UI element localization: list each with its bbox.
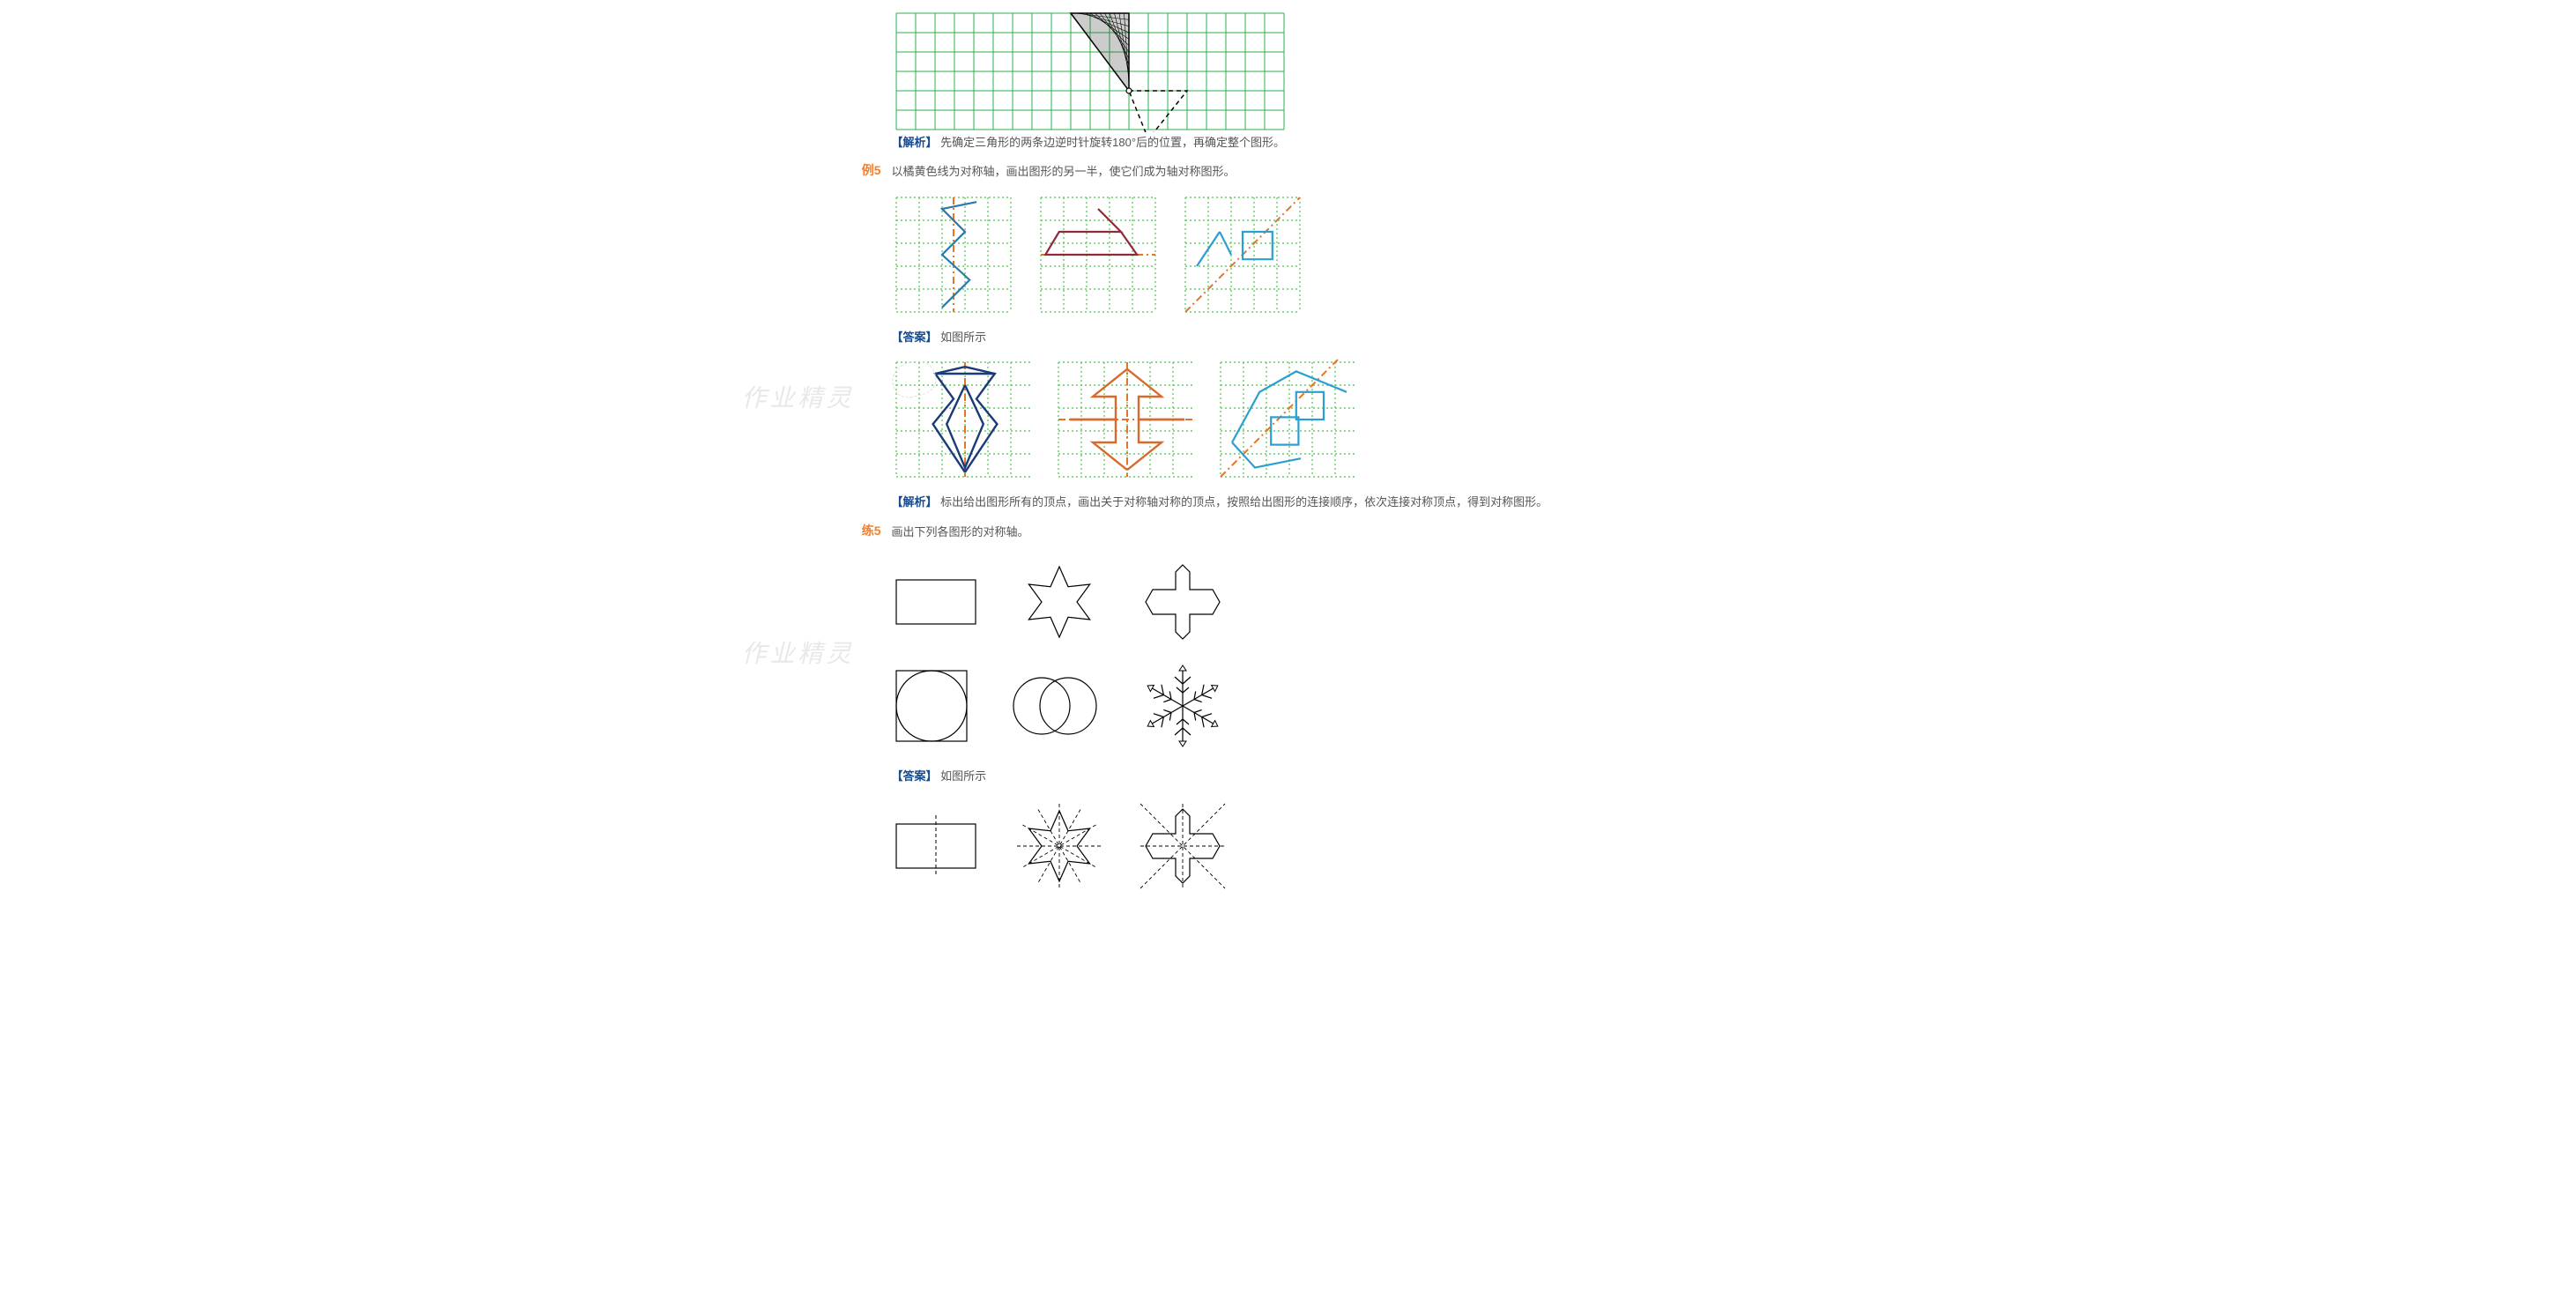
analysis-text: 先确定三角形的两条边逆时针旋转180°后的位置，再确定整个图形。 xyxy=(940,136,1285,149)
example5-answer-figures xyxy=(892,358,1729,481)
ex5-ans3 xyxy=(1216,358,1357,481)
section0: 【解析】 先确定三角形的两条边逆时针旋转180°后的位置，再确定整个图形。 xyxy=(848,9,1729,152)
answer-tag: 【答案】 xyxy=(892,330,938,344)
watermark-text: 作业精灵 xyxy=(742,635,855,670)
ex5-fig3 xyxy=(1181,193,1304,316)
page-root: 作业精灵 作业精灵 【解析】 先确定三角形的两条边逆时针旋转180°后的位置，再… xyxy=(848,9,1729,950)
practice5-answer-row1 xyxy=(892,802,1729,890)
watermark-text: 作业精灵 xyxy=(742,379,855,414)
practice5-label: 练5 xyxy=(862,524,881,538)
ex5-fig1 xyxy=(892,193,1015,316)
shape-hexagram xyxy=(1015,558,1103,646)
example5-label: 例5 xyxy=(862,163,881,177)
practice5-shapes-row2 xyxy=(892,662,1729,750)
analysis-tag: 【解析】 xyxy=(892,136,938,149)
ex5-fig2 xyxy=(1036,193,1160,316)
shape-cross-diamond xyxy=(1139,558,1227,646)
analysis-text: 标出给出图形所有的顶点，画出关于对称轴对称的顶点，按照给出图形的连接顺序，依次连… xyxy=(940,495,1548,509)
shape-rectangle xyxy=(892,571,980,633)
practice5: 练5 画出下列各图形的对称轴。 【答案】 如图所示 xyxy=(848,522,1729,907)
practice5-prompt: 画出下列各图形的对称轴。 xyxy=(892,522,1729,542)
example5-question-figures xyxy=(892,193,1729,316)
ex5-ans2 xyxy=(1054,358,1195,481)
section0-grid-figure xyxy=(892,9,1297,132)
practice5-answer-line: 【答案】 如图所示 xyxy=(892,766,1729,786)
practice5-shapes-row1 xyxy=(892,558,1729,646)
answer-text: 如图所示 xyxy=(940,330,986,344)
example5-prompt: 以橘黄色线为对称轴，画出图形的另一半，使它们成为轴对称图形。 xyxy=(892,161,1729,182)
answer-text: 如图所示 xyxy=(940,769,986,783)
ans-shape-cross-diamond xyxy=(1139,802,1227,890)
shape-snowflake xyxy=(1139,662,1227,750)
section0-analysis: 【解析】 先确定三角形的两条边逆时针旋转180°后的位置，再确定整个图形。 xyxy=(892,132,1729,152)
ans-shape-hexagram xyxy=(1015,802,1103,890)
example5-answer-line: 【答案】 如图所示 xyxy=(892,327,1729,347)
shape-petal-square xyxy=(892,666,971,746)
ans-shape-rectangle xyxy=(892,815,980,877)
answer-tag: 【答案】 xyxy=(892,769,938,783)
analysis-tag: 【解析】 xyxy=(892,495,938,509)
example5: 例5 以橘黄色线为对称轴，画出图形的另一半，使它们成为轴对称图形。 【答案】 如… xyxy=(848,161,1729,512)
shape-two-circles xyxy=(1006,671,1103,741)
example5-analysis: 【解析】 标出给出图形所有的顶点，画出关于对称轴对称的顶点，按照给出图形的连接顺… xyxy=(892,492,1729,512)
